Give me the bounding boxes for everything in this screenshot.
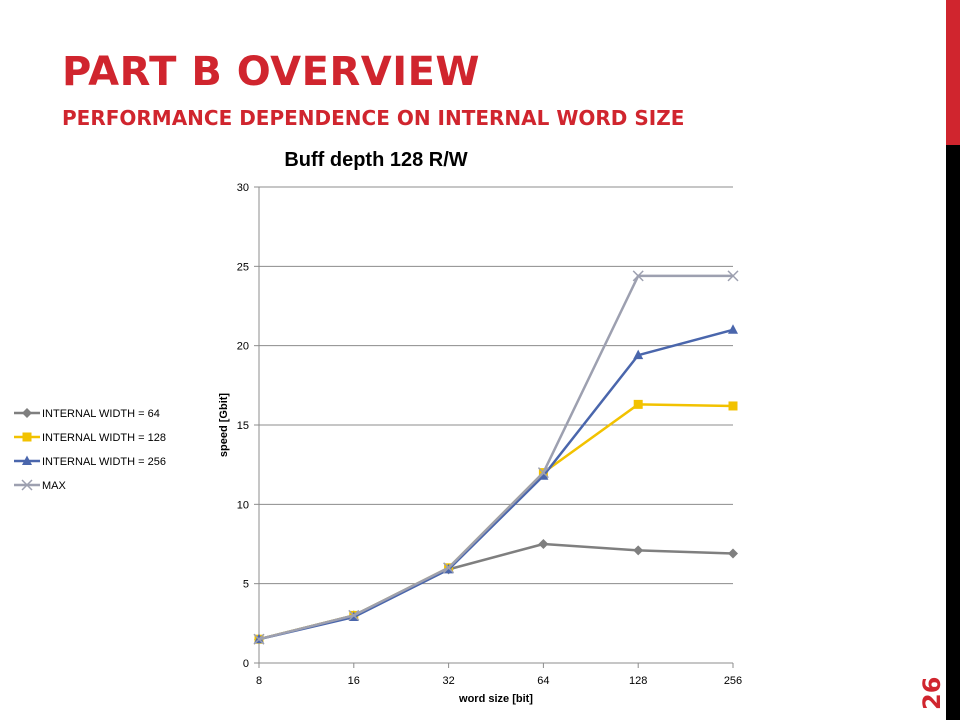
slide-subtitle: PERFORMANCE DEPENDENCE ON INTERNAL WORD … xyxy=(62,106,685,130)
data-point xyxy=(728,548,738,559)
data-point xyxy=(633,349,644,360)
y-tick-label: 15 xyxy=(237,420,249,432)
x-marker-stroke xyxy=(21,479,33,491)
legend-label: INTERNAL WIDTH = 64 xyxy=(42,408,160,420)
x-axis-label: word size [bit] xyxy=(458,693,533,705)
legend-label: INTERNAL WIDTH = 128 xyxy=(42,432,166,444)
series-line xyxy=(258,542,734,641)
sidebar-accent-bar xyxy=(946,0,960,145)
chart-title: Buff depth 128 R/W xyxy=(284,149,467,171)
data-point xyxy=(728,324,738,334)
x-marker-stroke xyxy=(443,562,455,574)
chart-axes xyxy=(254,186,734,668)
y-tick-label: 10 xyxy=(237,499,249,511)
x-tick-label: 16 xyxy=(348,675,360,687)
x-marker-stroke xyxy=(348,609,360,621)
data-point xyxy=(253,633,265,645)
data-point xyxy=(348,609,360,621)
legend-marker xyxy=(22,408,32,418)
y-tick-label: 30 xyxy=(237,182,249,194)
sidebar-dark-bar xyxy=(946,145,960,720)
data-point xyxy=(633,545,644,556)
series-3 xyxy=(254,324,738,644)
legend-entry: MAX xyxy=(14,479,67,492)
data-point xyxy=(633,399,643,409)
x-marker-stroke xyxy=(727,270,739,282)
legend-label: INTERNAL WIDTH = 256 xyxy=(42,456,166,468)
chart-legend: INTERNAL WIDTH = 64 INTERNAL WIDTH = 128 I… xyxy=(14,408,166,492)
series-1 xyxy=(254,539,738,645)
y-tick-label: 5 xyxy=(243,579,249,591)
x-marker-stroke xyxy=(253,633,265,645)
data-point xyxy=(728,401,738,411)
y-tick-label: 20 xyxy=(237,341,249,353)
x-tick-label: 32 xyxy=(442,675,454,687)
legend-entry: INTERNAL WIDTH = 256 xyxy=(14,455,166,468)
chart-gridlines xyxy=(259,186,733,585)
legend-entry: INTERNAL WIDTH = 128 xyxy=(14,432,166,444)
slide-title: PART B OVERVIEW xyxy=(62,49,481,95)
y-axis-label: speed [Gbit] xyxy=(218,393,230,458)
y-axis-ticks: 0 5 10 15 20 25 30 xyxy=(237,182,249,670)
data-point xyxy=(537,467,549,479)
legend-marker xyxy=(22,432,32,442)
y-tick-label: 0 xyxy=(243,658,249,670)
series-4 xyxy=(253,270,739,645)
x-marker-stroke xyxy=(537,467,549,479)
legend-marker xyxy=(22,455,32,465)
series-line xyxy=(258,328,734,641)
data-point xyxy=(443,562,455,574)
data-point xyxy=(632,270,644,282)
series-line xyxy=(258,274,733,641)
data-point xyxy=(727,270,739,282)
legend-label: MAX xyxy=(42,480,67,492)
x-tick-label: 8 xyxy=(256,675,262,687)
x-axis-ticks: 8 16 32 64 128 256 xyxy=(256,675,742,687)
chart-series xyxy=(253,270,739,645)
x-tick-label: 256 xyxy=(724,675,742,687)
legend-entry: INTERNAL WIDTH = 64 xyxy=(14,408,160,420)
y-tick-label: 25 xyxy=(237,261,249,273)
x-marker-stroke xyxy=(632,270,644,282)
data-point xyxy=(538,539,549,549)
x-tick-label: 128 xyxy=(629,675,647,687)
data-point xyxy=(538,470,549,480)
legend-marker xyxy=(21,479,33,491)
x-tick-label: 64 xyxy=(537,675,549,687)
